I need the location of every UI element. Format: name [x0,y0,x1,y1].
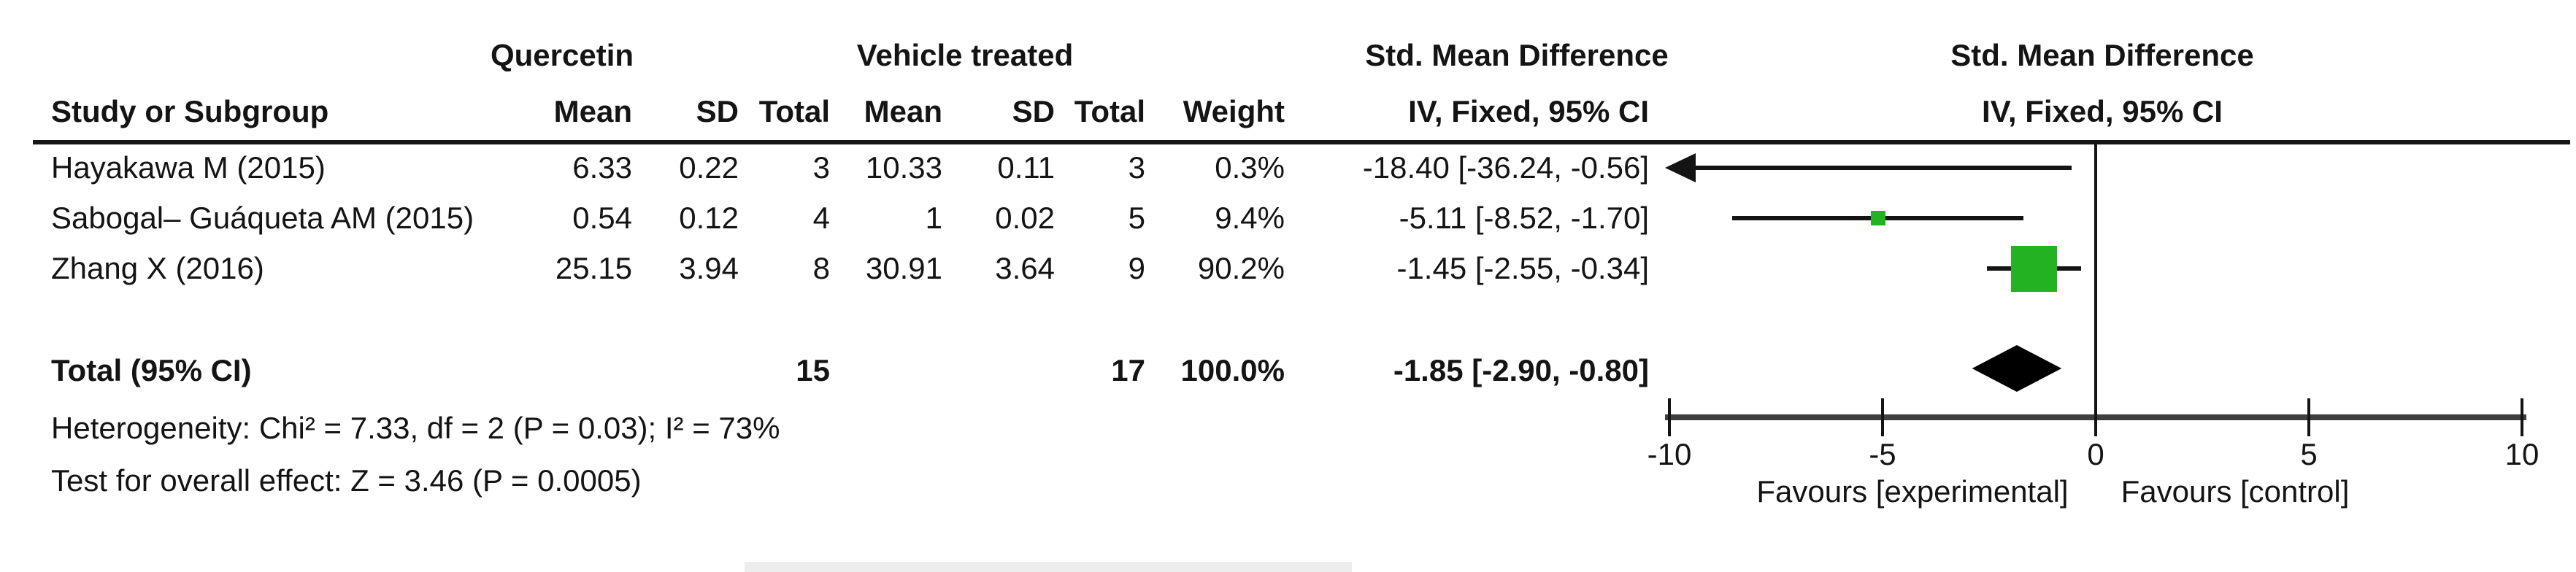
weight-cell: 90.2% [1197,251,1285,285]
sd1-cell: 0.22 [679,150,739,185]
overall-effect-text: Test for overall effect: Z = 3.46 (P = 0… [51,463,642,498]
total2-cell: 3 [1128,150,1145,185]
group2-header: Vehicle treated [856,38,1074,72]
total1-cell: 3 [812,150,830,185]
total2-col-header: Total [1074,94,1145,128]
ci-text-cell: -1.45 [-2.55, -0.34] [1396,251,1649,285]
effect-header-line2: IV, Fixed, 95% CI [1408,94,1649,128]
axis-tick [2521,398,2523,436]
plot-header-line2: IV, Fixed, 95% CI [1982,94,2223,128]
mean2-cell: 1 [925,201,942,235]
axis-tick-label: -10 [1647,437,1692,471]
weight-cell: 9.4% [1215,201,1285,235]
axis-tick [1668,398,1671,436]
axis-tick-label: 5 [2300,437,2318,471]
total-ci-text-cell: -1.85 [-2.90, -0.80] [1393,353,1649,387]
study-name: Zhang X (2016) [51,251,264,285]
total-n2-cell: 17 [1111,353,1145,387]
favours-control-label: Favours [control] [2121,474,2350,509]
total1-cell: 4 [812,201,830,235]
zero-line [2094,144,2097,420]
header-rule [33,140,2570,144]
total-label: Total (95% CI) [51,353,252,387]
axis-tick-label: 0 [2087,437,2104,471]
total-diamond [1972,345,2062,392]
total1-col-header: Total [758,94,830,128]
total2-cell: 5 [1128,201,1145,235]
sd1-cell: 0.12 [679,201,739,235]
sd1-cell: 3.94 [679,251,739,285]
offscale-left-arrow [1665,153,1696,182]
heterogeneity-text: Heterogeneity: Chi² = 7.33, df = 2 (P = … [51,411,780,445]
plot-header-line1: Std. Mean Difference [1950,38,2254,72]
axis-tick-label: 10 [2504,437,2540,471]
weight-col-header: Weight [1183,94,1285,128]
mean1-cell: 0.54 [572,201,632,235]
axis-tick-label: -5 [1869,437,1896,471]
total2-cell: 9 [1128,251,1145,285]
mean1-cell: 6.33 [572,150,632,185]
axis-tick [2094,398,2097,436]
axis-tick [1881,398,1884,436]
total1-cell: 8 [812,251,830,285]
sd2-col-header: SD [1012,94,1055,128]
ci-text-cell: -5.11 [-8.52, -1.70] [1399,201,1649,235]
mean2-col-header: Mean [864,94,942,128]
axis-tick [2307,398,2310,436]
ci-line [1694,166,2072,170]
study-name: Sabogal– Guáqueta AM (2015) [51,201,474,235]
mean1-cell: 25.15 [555,251,632,285]
total-weight-cell: 100.0% [1180,353,1285,387]
effect-header-line1: Std. Mean Difference [1365,38,1669,72]
mean1-col-header: Mean [553,94,632,128]
study-col-header: Study or Subgroup [51,94,329,128]
sd1-col-header: SD [696,94,739,128]
mean2-cell: 10.33 [865,150,942,185]
sd2-cell: 0.11 [997,150,1055,185]
study-name: Hayakawa M (2015) [51,150,326,185]
weight-square [2011,246,2057,292]
favours-experimental-label: Favours [experimental] [1756,474,2069,509]
sd2-cell: 0.02 [995,201,1055,235]
group1-header: Quercetin [490,38,634,72]
total-n1-cell: 15 [796,353,830,387]
mean2-cell: 30.91 [865,251,942,285]
weight-square [1871,211,1885,225]
sd2-cell: 3.64 [995,251,1055,285]
ci-text-cell: -18.40 [-36.24, -0.56] [1362,150,1649,185]
weight-cell: 0.3% [1215,150,1285,185]
bottom-scroll-strip [745,562,1352,572]
